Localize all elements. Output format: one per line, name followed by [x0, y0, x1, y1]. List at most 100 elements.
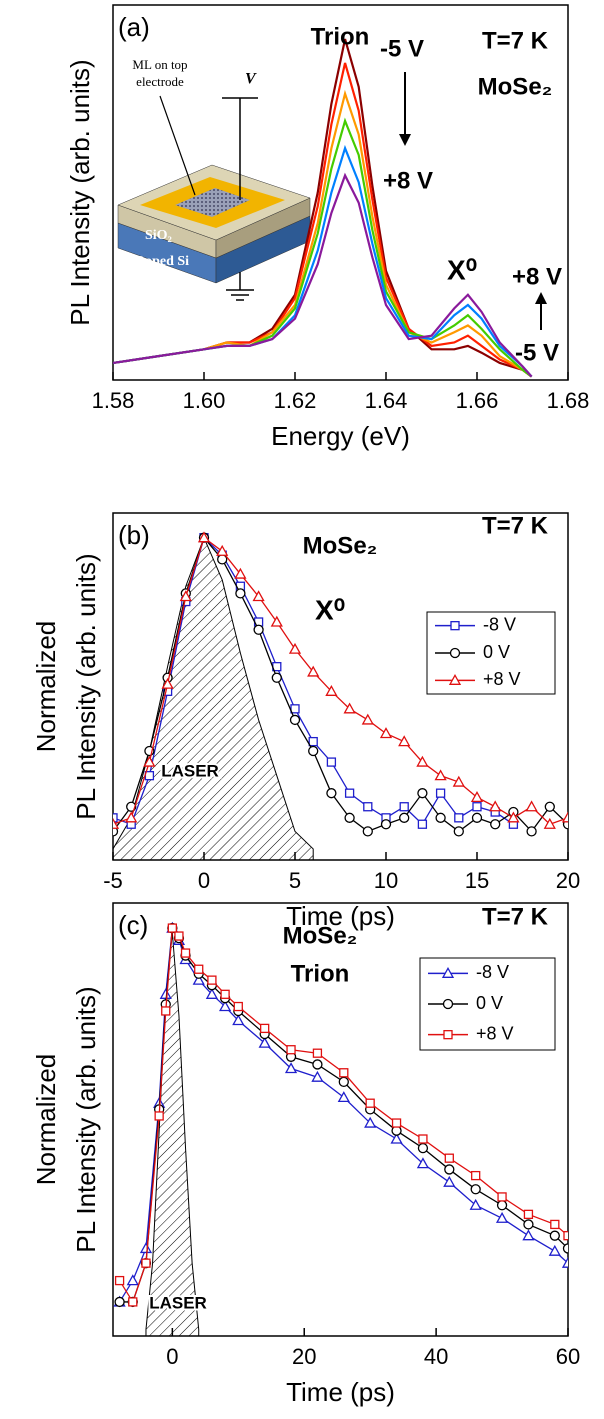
marker: [113, 813, 118, 823]
marker: [379, 727, 393, 739]
annotation: Trion: [291, 960, 350, 987]
marker: [307, 665, 320, 677]
y-axis-title: PL Intensity (arb. units): [65, 59, 95, 325]
annotation: -5 V: [515, 339, 559, 366]
marker: [495, 1211, 509, 1223]
marker: [113, 826, 119, 837]
legend-marker: [448, 673, 462, 685]
marker: [312, 1048, 323, 1058]
marker: [126, 1274, 139, 1286]
marker: [490, 819, 501, 830]
marker: [435, 788, 446, 798]
marker: [417, 788, 428, 799]
marker: [361, 713, 374, 725]
marker: [344, 788, 355, 798]
marker: [141, 1258, 151, 1268]
panel-label: (b): [118, 520, 150, 550]
panel-label: (c): [118, 910, 148, 940]
marker: [363, 802, 373, 812]
laser-label: LASER: [161, 761, 219, 780]
marker: [232, 1014, 245, 1026]
annotation: X⁰: [315, 594, 345, 625]
marker: [337, 1091, 350, 1103]
marker: [562, 1243, 568, 1254]
marker: [454, 813, 464, 823]
marker: [452, 775, 465, 787]
legend-label: 0 V: [483, 642, 510, 662]
marker: [563, 1231, 568, 1241]
marker: [235, 588, 246, 599]
marker: [523, 1219, 534, 1230]
annotation: +8 V: [512, 263, 562, 290]
marker: [197, 531, 211, 543]
panel-label: (a): [118, 12, 150, 42]
marker: [443, 1175, 456, 1187]
legend-label: +8 V: [483, 669, 521, 689]
marker: [444, 1153, 454, 1163]
inset-label: ML on top: [132, 57, 187, 72]
marker: [561, 811, 568, 823]
marker: [399, 812, 410, 823]
inset-label: Doped Si: [135, 254, 189, 269]
x-tick-label: 15: [465, 868, 489, 893]
marker: [398, 735, 411, 747]
arrows: [399, 72, 547, 330]
marker: [143, 755, 156, 767]
marker: [174, 931, 184, 941]
annotation: T=7 K: [482, 27, 549, 54]
x-tick-label: 20: [556, 868, 580, 893]
plot-area: [113, 921, 568, 1336]
marker: [489, 800, 502, 812]
marker: [344, 812, 355, 823]
marker: [220, 989, 230, 999]
inset-label: electrode: [136, 74, 184, 89]
annotation: -5 V: [380, 35, 424, 62]
marker: [390, 1132, 403, 1144]
y-axis-title: Normalized: [31, 1054, 61, 1186]
marker: [286, 1045, 296, 1055]
marker: [523, 1209, 534, 1220]
marker: [284, 1062, 298, 1074]
marker: [362, 826, 373, 837]
marker: [561, 1256, 568, 1268]
legend-marker: [450, 621, 460, 631]
x-tick-label: 1.60: [183, 388, 226, 413]
series-line: [113, 536, 568, 825]
marker: [288, 642, 302, 654]
marker: [253, 624, 264, 635]
x-tick-label: 40: [424, 1344, 448, 1369]
legend-marker: [449, 647, 461, 659]
marker: [471, 812, 483, 823]
marker: [544, 801, 555, 812]
marker: [471, 1170, 481, 1181]
marker: [417, 1142, 429, 1154]
x-axis-title: Time (ps): [286, 901, 395, 931]
marker: [207, 975, 217, 985]
marker: [338, 1076, 349, 1088]
legend-marker: [441, 966, 455, 978]
marker: [234, 567, 247, 579]
marker: [308, 745, 319, 757]
marker: [507, 811, 520, 823]
x-tick-label: 5: [289, 868, 301, 893]
marker: [125, 811, 138, 823]
marker: [113, 817, 120, 829]
plot-frame: [112, 512, 569, 861]
marker: [161, 1006, 171, 1016]
marker: [114, 1275, 125, 1286]
marker: [312, 1059, 323, 1070]
x-tick-label: 1.66: [456, 388, 499, 413]
marker: [180, 948, 191, 958]
x-tick-label: 1.62: [274, 388, 317, 413]
marker: [216, 544, 229, 556]
marker: [470, 1184, 481, 1195]
annotation: T=7 K: [482, 512, 549, 539]
marker: [526, 826, 537, 837]
plot-frame: [112, 4, 569, 381]
x-tick-label: 60: [556, 1344, 580, 1369]
annotation: X⁰: [447, 254, 477, 285]
marker: [114, 1296, 125, 1308]
marker: [326, 788, 337, 799]
marker: [289, 714, 301, 726]
